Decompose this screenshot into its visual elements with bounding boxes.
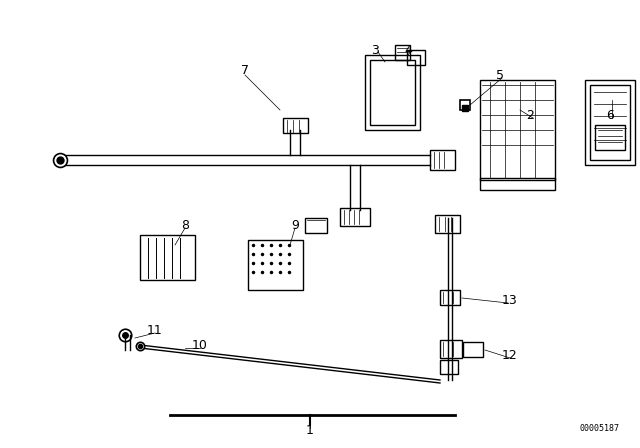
Text: 4: 4 — [404, 43, 412, 56]
Text: 9: 9 — [291, 219, 299, 232]
Bar — [248, 240, 303, 290]
Bar — [585, 80, 635, 165]
Bar — [305, 218, 327, 233]
Bar — [463, 342, 483, 357]
Bar — [430, 150, 455, 170]
Text: 8: 8 — [181, 219, 189, 232]
Bar — [395, 45, 410, 60]
Bar — [590, 85, 630, 160]
Bar — [480, 80, 555, 180]
Text: 5: 5 — [496, 69, 504, 82]
Text: 2: 2 — [526, 108, 534, 121]
Text: 11: 11 — [147, 323, 163, 336]
Bar — [340, 208, 370, 226]
Bar — [440, 340, 462, 358]
Text: 12: 12 — [502, 349, 518, 362]
Bar — [595, 125, 625, 150]
Text: 3: 3 — [371, 43, 379, 56]
Bar — [480, 178, 555, 190]
Bar — [140, 235, 195, 280]
Text: 00005187: 00005187 — [580, 423, 620, 432]
Text: 6: 6 — [606, 108, 614, 121]
Bar — [440, 360, 458, 374]
Bar — [365, 55, 420, 130]
Bar — [370, 60, 415, 125]
Text: 13: 13 — [502, 293, 518, 306]
Bar — [440, 290, 460, 305]
Text: 1: 1 — [306, 423, 314, 436]
Bar — [407, 50, 425, 65]
Bar — [435, 215, 460, 233]
Text: 7: 7 — [241, 64, 249, 77]
Text: 10: 10 — [192, 339, 208, 352]
Bar — [283, 118, 308, 133]
